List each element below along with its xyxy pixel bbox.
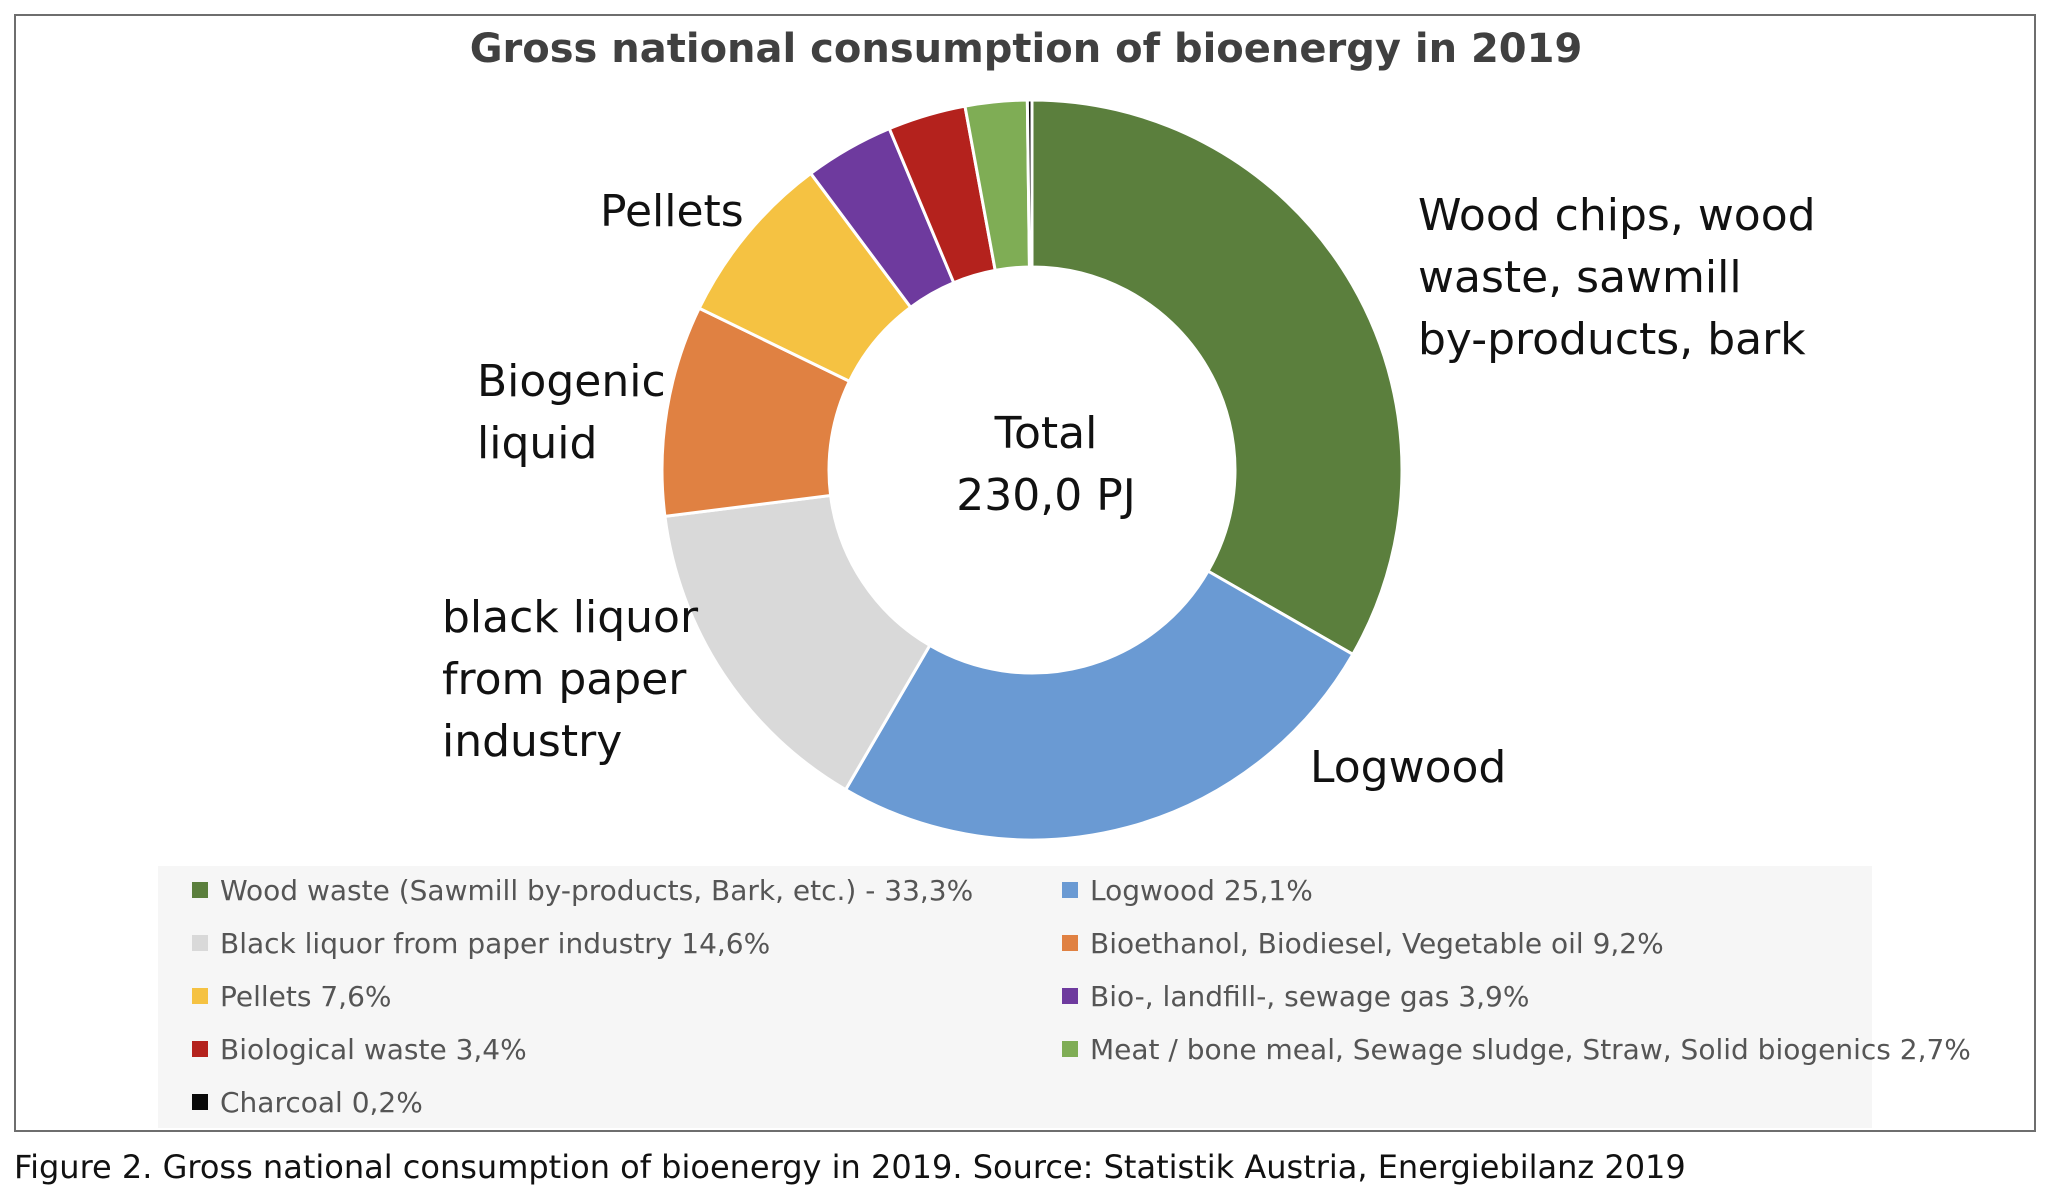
legend-label: Biological waste 3,4% — [220, 1032, 527, 1066]
legend-swatch — [1062, 882, 1078, 898]
donut-slice-0 — [1030, 98, 1404, 657]
chart-title: Gross national consumption of bioenergy … — [469, 26, 1583, 72]
donut-slice-2 — [663, 493, 932, 792]
donut-slice-1 — [843, 569, 1355, 842]
legend-item-2: Black liquor from paper industry 14,6% — [192, 921, 770, 965]
legend-item-1: Logwood 25,1% — [1062, 868, 1313, 912]
legend-swatch — [192, 882, 208, 898]
legend-label: Bioethanol, Biodiesel, Vegetable oil 9,2… — [1090, 926, 1664, 960]
legend-swatch — [192, 1041, 208, 1057]
legend-item-4: Pellets 7,6% — [192, 974, 392, 1018]
legend-item-5: Bio-, landfill-, sewage gas 3,9% — [1062, 974, 1529, 1018]
legend-swatch — [192, 1094, 208, 1110]
legend-swatch — [192, 935, 208, 951]
legend-item-3: Bioethanol, Biodiesel, Vegetable oil 9,2… — [1062, 921, 1664, 965]
legend-item-6: Biological waste 3,4% — [192, 1027, 527, 1071]
legend-label: Logwood 25,1% — [1090, 873, 1313, 907]
legend-item-7: Meat / bone meal, Sewage sludge, Straw, … — [1062, 1027, 1971, 1071]
slice-label-4: Pellets — [600, 186, 744, 237]
legend-swatch — [1062, 988, 1078, 1004]
legend-label: Meat / bone meal, Sewage sludge, Straw, … — [1090, 1032, 1971, 1066]
legend: Wood waste (Sawmill by-products, Bark, e… — [158, 866, 1971, 1128]
slice-label-0: Wood chips, wood waste, sawmill by-product… — [1418, 190, 1816, 365]
legend-label: Charcoal 0,2% — [220, 1085, 423, 1119]
donut-slice-8 — [1025, 98, 1034, 269]
legend-swatch — [192, 988, 208, 1004]
legend-swatch — [1062, 1041, 1078, 1057]
legend-label: Pellets 7,6% — [220, 979, 392, 1013]
legend-label: Wood waste (Sawmill by-products, Bark, e… — [220, 873, 974, 907]
legend-label: Bio-, landfill-, sewage gas 3,9% — [1090, 979, 1530, 1013]
legend-item-8: Charcoal 0,2% — [192, 1080, 423, 1124]
slice-label-1: Logwood — [1310, 742, 1506, 793]
legend-item-0: Wood waste (Sawmill by-products, Bark, e… — [192, 868, 973, 912]
figure-caption: Figure 2. Gross national consumption of … — [14, 1148, 1686, 1186]
center-label-line-2: 230,0 PJ — [956, 470, 1135, 521]
slice-label-2: black liquor from paper industry — [442, 592, 699, 767]
slice-label-3: Biogenic liquid — [477, 356, 666, 469]
center-label-line-1: Total — [994, 408, 1098, 459]
legend-swatch — [1062, 935, 1078, 951]
legend-label: Black liquor from paper industry 14,6% — [220, 926, 771, 960]
